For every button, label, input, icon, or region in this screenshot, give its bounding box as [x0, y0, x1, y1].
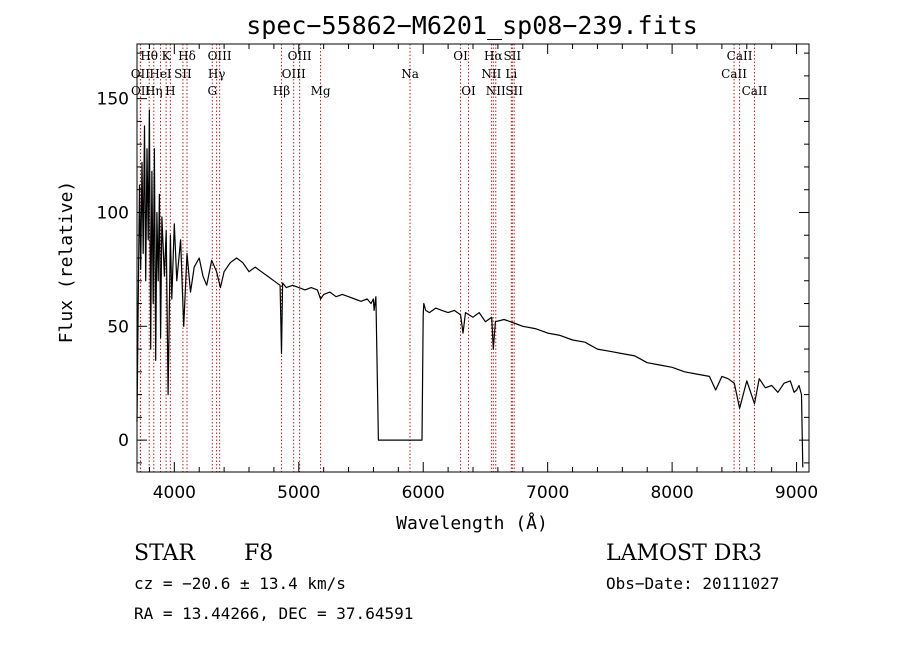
spectral-line-label: G [207, 84, 217, 98]
sky-coordinates: RA = 13.44266, DEC = 37.64591 [134, 604, 413, 623]
spectral-line-label: CaII [721, 67, 747, 81]
y-tick-label: 100 [97, 203, 129, 223]
survey-name: LAMOST DR3 [606, 541, 762, 566]
spectral-line-markers [139, 44, 755, 472]
spectral-line-label: CaII [727, 49, 753, 63]
x-tick-label: 9000 [775, 483, 818, 503]
y-tick-label: 0 [118, 431, 129, 451]
spectrum-plot [136, 109, 804, 468]
spectral-line-label: OIII [288, 49, 312, 63]
x-axis-label: Wavelength (Å) [396, 512, 548, 534]
spectral-line-label: Hη [145, 84, 163, 98]
spectral-line-label: HeI [149, 67, 172, 81]
redshift-value: cz = −20.6 ± 13.4 km/s [134, 574, 346, 593]
x-tick-label: 5000 [277, 483, 320, 503]
chart-title: spec−55862−M6201_sp08−239.fits [246, 11, 698, 40]
spectral-line-label: OIII [282, 67, 306, 81]
observation-date: Obs−Date: 20111027 [606, 574, 779, 593]
spectral-line-label: Mg [311, 84, 331, 98]
spectral-line-label: Li [505, 67, 517, 81]
spectral-line-label: Hθ [140, 49, 158, 63]
spectral-line-label: NII [486, 84, 506, 98]
spectral-line-label: OII [131, 67, 151, 81]
x-tick-label: 4000 [153, 483, 196, 503]
spectral-line-label: NII [481, 67, 501, 81]
x-tick-label: 7000 [526, 483, 569, 503]
x-tick-label: 8000 [650, 483, 693, 503]
x-axis: 4000 5000 6000 7000 8000 9000 [148, 44, 818, 503]
object-subclass: F8 [244, 541, 273, 566]
spectral-line-label: SII [505, 84, 523, 98]
x-tick-label: 6000 [402, 483, 445, 503]
spectral-line-label: SII [503, 49, 521, 63]
spectral-line-label: OIII [208, 49, 232, 63]
spectral-line-label: OI [461, 84, 476, 98]
spectral-line-label: K [162, 49, 172, 63]
spectral-line-label: Na [401, 67, 419, 81]
spectral-line-label: OII [131, 84, 151, 98]
spectral-line-label: H [165, 84, 175, 98]
spectral-line-label: Hγ [208, 67, 226, 81]
spectral-line-label: OI [453, 49, 468, 63]
spectral-line-label: Hδ [178, 49, 196, 63]
y-axis: 0 50 100 150 [97, 52, 809, 464]
spectral-line-label: SII [174, 67, 192, 81]
object-class: STAR [134, 541, 196, 566]
y-tick-label: 50 [107, 317, 129, 337]
spectrum-line [136, 109, 804, 468]
spectral-line-labels: HθHηOIIOIIHeIKHSIIHδGHγOIIIHβOIIIOIIIMgN… [131, 49, 768, 98]
y-tick-label: 150 [97, 90, 129, 110]
plot-frame [136, 43, 810, 473]
spectral-line-label: CaII [742, 84, 768, 98]
spectral-line-label: Hβ [273, 84, 290, 98]
y-axis-label: Flux (relative) [56, 181, 77, 344]
spectral-line-label: Hα [484, 49, 503, 63]
